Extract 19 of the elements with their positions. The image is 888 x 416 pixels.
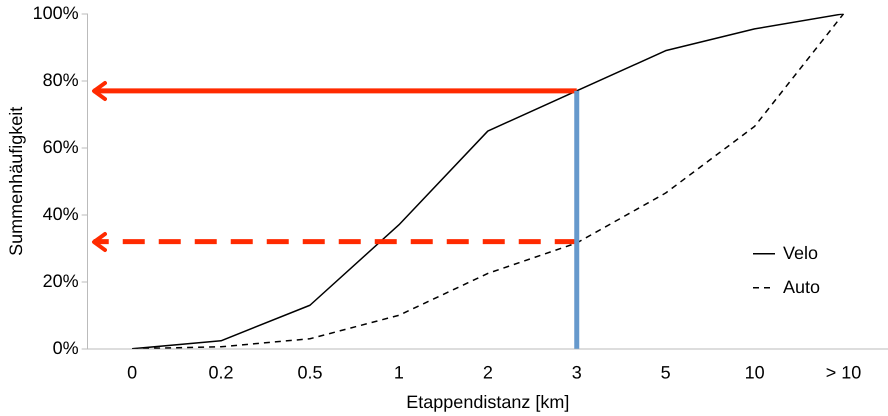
y-tick-label: 40%	[42, 204, 79, 224]
x-tick-label: 2	[482, 362, 493, 383]
x-tick-label: 0	[127, 362, 138, 383]
y-tick-label: 80%	[42, 70, 79, 90]
y-tick-label: 20%	[42, 270, 79, 291]
x-axis-title: Etappendistanz [km]	[406, 392, 570, 412]
y-axis-title: Summenhäufigkeit	[6, 106, 26, 256]
y-tick-label: 60%	[42, 136, 79, 157]
y-tick-label: 100%	[32, 2, 79, 23]
legend-label: Velo	[783, 242, 818, 263]
x-tick-label: 0.5	[297, 362, 322, 383]
x-tick-label: 10	[744, 362, 765, 383]
x-tick-label: 0.2	[208, 362, 234, 383]
legend-label: Auto	[783, 276, 820, 297]
x-tick-label: 3	[572, 362, 582, 383]
y-tick-label: 0%	[52, 338, 79, 358]
x-tick-label: 5	[660, 362, 671, 383]
x-tick-label: 1	[394, 362, 404, 383]
x-tick-label: > 10	[826, 362, 862, 383]
